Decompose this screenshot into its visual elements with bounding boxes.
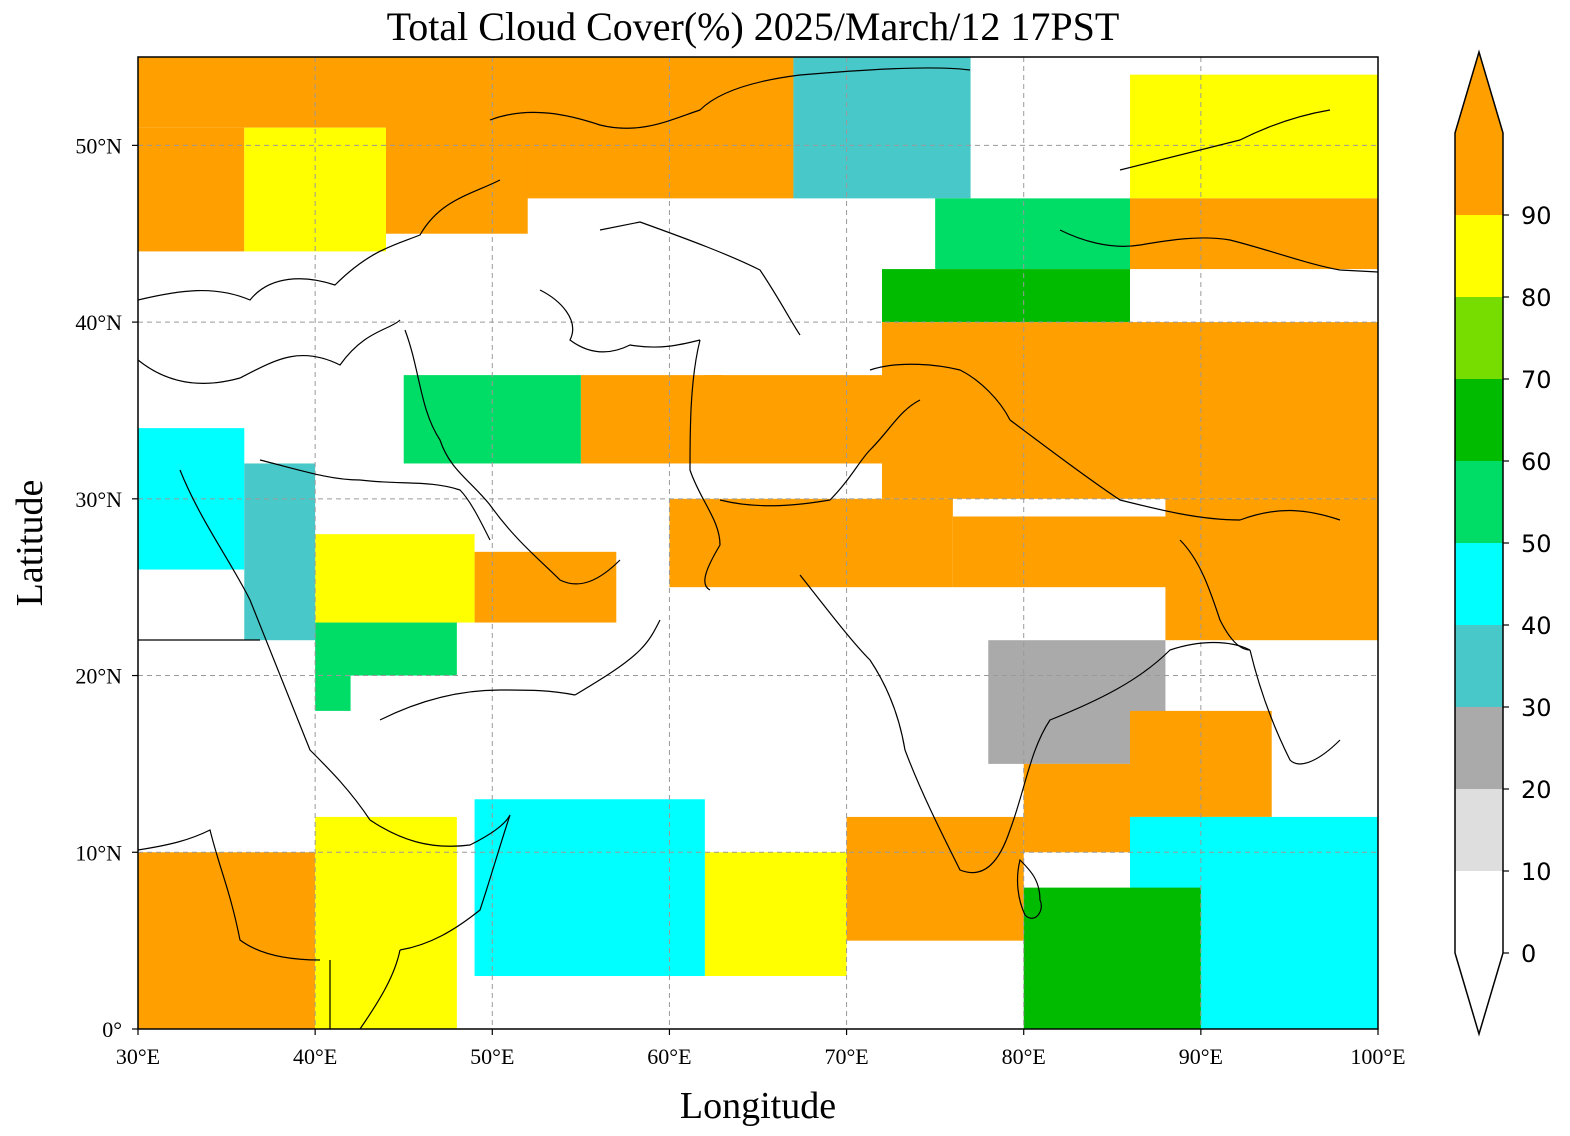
colorbar-segment (1455, 707, 1503, 789)
colorbar-extend-over (1455, 52, 1503, 133)
cloud-region-16 (952, 516, 1201, 588)
cloud-region-15 (669, 498, 953, 588)
colorbar-segment (1455, 215, 1503, 297)
cloud-region-21 (138, 428, 245, 570)
cloud-region-32 (315, 816, 457, 1029)
colorbar-tick-label: 80 (1521, 284, 1552, 312)
graticule (138, 57, 1378, 1029)
x-tick-label: 90°E (1179, 1044, 1223, 1069)
cloud-region-34 (1023, 887, 1201, 1029)
colorbar-tick-label: 0 (1521, 940, 1536, 968)
cloud-region-7 (1130, 74, 1378, 199)
colorbar-segment (1455, 625, 1503, 707)
cloud-region-22 (244, 463, 316, 641)
y-tick-label: 40°N (75, 310, 122, 335)
colorbar-tick-label: 90 (1521, 202, 1552, 230)
y-tick-label: 50°N (75, 133, 122, 158)
cloud-region-29 (704, 852, 847, 976)
y-tick-label: 30°N (75, 487, 122, 512)
colorbar-tick-label: 10 (1521, 858, 1552, 886)
cloud-region-19 (315, 534, 475, 623)
cloud-region-13 (580, 375, 723, 464)
x-axis-label: Longitude (680, 1085, 836, 1127)
cloud-region-24 (669, 604, 989, 747)
cloud-region-5 (386, 145, 528, 234)
colorbar-segment (1455, 297, 1503, 379)
cloud-region-8 (1130, 198, 1378, 270)
cloud-region-11 (882, 322, 1378, 499)
x-tick-label: 70°E (824, 1044, 868, 1069)
colorbar-segment (1455, 543, 1503, 625)
y-tick-label: 20°N (75, 664, 122, 689)
colorbar-tick-label: 40 (1521, 612, 1552, 640)
cloud-region-9 (935, 198, 1130, 270)
cloud-region-12 (704, 375, 882, 464)
cloud-region-31 (138, 852, 316, 1029)
y-axis-ticks: 0° 10°N 20°N 30°N 40°N 50°N (75, 133, 138, 1042)
cloud-region-17 (1165, 498, 1378, 641)
cloud-region-0 (138, 57, 386, 128)
colorbar-segment (1455, 871, 1503, 953)
colorbar-extend-under (1455, 953, 1503, 1034)
y-tick-label: 0° (102, 1017, 122, 1042)
colorbar: 0 10 20 30 40 50 60 70 80 90 (1454, 49, 1552, 1037)
cloud-region-3 (138, 127, 245, 252)
cloud-region-23 (350, 675, 528, 800)
plot-title: Total Cloud Cover(%) 2025/March/12 17PST (387, 4, 1120, 49)
colorbar-tick-label: 70 (1521, 366, 1552, 394)
x-tick-label: 60°E (647, 1044, 691, 1069)
colorbar-segment (1455, 133, 1503, 215)
x-tick-label: 40°E (293, 1044, 337, 1069)
cloud-region-18 (474, 551, 617, 623)
colorbar-tick-label: 50 (1521, 530, 1552, 558)
colorbar-segment (1455, 789, 1503, 871)
plot-frame (137, 56, 1379, 1030)
x-tick-label: 50°E (470, 1044, 514, 1069)
y-tick-label: 10°N (75, 840, 122, 865)
x-tick-label: 30°E (116, 1044, 160, 1069)
cloud-region-10 (882, 269, 1130, 323)
cloud-region-27 (1023, 763, 1130, 853)
colorbar-tick-label: 20 (1521, 776, 1552, 804)
cloud-region-2 (634, 57, 794, 199)
cloud-region-30 (474, 799, 705, 976)
cloud-region-28 (846, 816, 1024, 941)
country-borders (138, 67, 1378, 1029)
x-tick-label: 100°E (1350, 1044, 1405, 1069)
colorbar-tick-label: 30 (1521, 694, 1552, 722)
x-axis-ticks: 30°E 40°E 50°E 60°E 70°E 80°E 90°E 100°E (116, 1029, 1406, 1069)
cloud-region-6 (793, 57, 971, 199)
colorbar-tick-label: 60 (1521, 448, 1552, 476)
x-tick-label: 80°E (1002, 1044, 1046, 1069)
colorbar-segment (1455, 379, 1503, 461)
colorbar-segment (1455, 461, 1503, 543)
map-area (138, 57, 1378, 1029)
y-axis-label: Latitude (9, 480, 51, 607)
